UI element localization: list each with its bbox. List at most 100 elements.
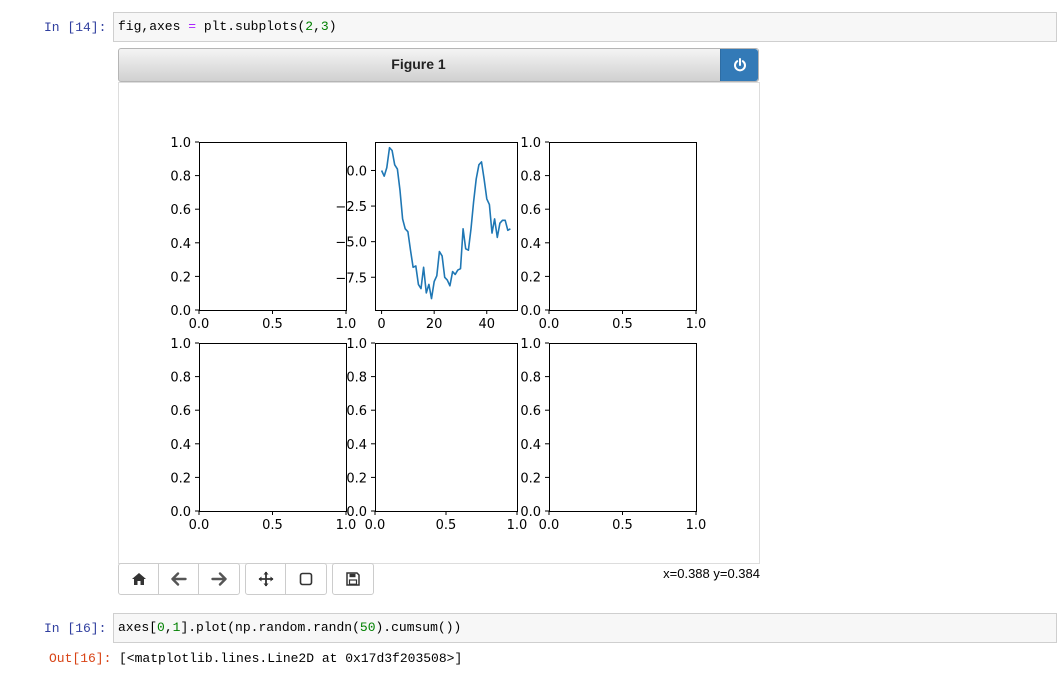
x-tick-label: 1.0 — [686, 317, 707, 332]
y-tick-label: 0.4 — [520, 438, 541, 453]
code-token: plt.subplots( — [196, 19, 306, 34]
x-tick-label: 1.0 — [507, 518, 528, 533]
y-tick-label: 1.0 — [520, 136, 541, 151]
axes-frame — [549, 142, 697, 311]
x-tick-label: 0.5 — [612, 317, 633, 332]
code-token: axes[ — [118, 620, 158, 635]
toolbar-nav-group — [118, 563, 240, 595]
y-tick-label: 0.2 — [170, 270, 191, 285]
y-tick-label: 0.6 — [346, 404, 367, 419]
y-tick-label: 1.0 — [520, 337, 541, 352]
code-token: = — [188, 19, 197, 34]
toolbar-tools-group — [245, 563, 327, 595]
figure-header: Figure 1 — [118, 48, 759, 82]
code-line: fig,axes = plt.subplots(2,3) — [118, 19, 337, 34]
cell-prompt-in16: In [16]: — [44, 621, 107, 636]
code-token: 50 — [359, 620, 376, 635]
y-tick-label: 1.0 — [170, 136, 191, 151]
close-figure-button[interactable] — [720, 49, 758, 81]
y-tick-label: 0.4 — [346, 438, 367, 453]
home-button[interactable] — [119, 564, 159, 594]
axes-frame — [199, 343, 347, 512]
x-tick-label: 1.0 — [686, 518, 707, 533]
home-icon — [131, 573, 146, 585]
x-tick-label: 1.0 — [336, 317, 357, 332]
pan-button[interactable] — [246, 564, 286, 594]
x-tick-label: 20 — [426, 317, 443, 332]
y-tick-label: 0.0 — [346, 505, 367, 520]
cell-prompt-in14: In [14]: — [44, 20, 107, 35]
y-tick-label: 0.0 — [520, 505, 541, 520]
zoom-rect-button[interactable] — [286, 564, 326, 594]
x-tick-label: 0.0 — [189, 317, 210, 332]
y-tick-label: 1.0 — [170, 337, 191, 352]
code-token: , — [313, 19, 321, 34]
x-tick-label: 0.5 — [436, 518, 457, 533]
power-icon — [733, 58, 746, 72]
y-tick-label: 0.2 — [520, 270, 541, 285]
code-cell-in16[interactable]: axes[0,1].plot(np.random.randn(50).cumsu… — [113, 613, 1057, 643]
y-tick-label: 0.0 — [170, 505, 191, 520]
save-icon — [346, 572, 360, 586]
x-tick-label: 0.5 — [262, 317, 283, 332]
axes-frame — [375, 343, 518, 512]
y-tick-label: 0.6 — [170, 404, 191, 419]
code-token: 2 — [305, 19, 314, 34]
x-tick-label: 0.0 — [189, 518, 210, 533]
x-tick-label: 0 — [377, 317, 385, 332]
y-tick-label: 0.8 — [520, 170, 541, 185]
x-tick-label: 0.0 — [365, 518, 386, 533]
y-tick-label: 0.2 — [346, 471, 367, 486]
code-token: fig,axes — [118, 19, 189, 34]
x-tick-label: 0.5 — [612, 518, 633, 533]
code-line: axes[0,1].plot(np.random.randn(50).cumsu… — [118, 620, 461, 635]
forward-button[interactable] — [199, 564, 239, 594]
y-tick-label: 0.2 — [170, 471, 191, 486]
y-tick-label: 0.4 — [170, 237, 191, 252]
y-tick-label: 0.0 — [170, 304, 191, 319]
code-token: 0 — [157, 620, 165, 635]
back-arrow-icon — [170, 572, 187, 586]
code-token: ).cumsum()) — [375, 620, 462, 635]
code-token: 1 — [172, 620, 181, 635]
figure-title: Figure 1 — [391, 56, 446, 72]
y-tick-label: 0.2 — [520, 471, 541, 486]
y-tick-label: 0.8 — [170, 371, 191, 386]
forward-arrow-icon — [211, 572, 227, 586]
line-series — [380, 146, 511, 300]
y-tick-label: 0.4 — [520, 237, 541, 252]
y-tick-label: 0.8 — [170, 170, 191, 185]
y-tick-label: −5.0 — [335, 236, 367, 251]
y-tick-label: 1.0 — [346, 337, 367, 352]
zoom-rect-icon — [299, 572, 313, 586]
cell-output-text: [<matplotlib.lines.Line2D at 0x17d3f2035… — [119, 651, 463, 666]
back-button[interactable] — [159, 564, 199, 594]
y-tick-label: 0.6 — [170, 203, 191, 218]
pan-move-icon — [258, 571, 273, 587]
figure-canvas[interactable]: 0.0 0.5 1.0 0.0 0.2 0.4 0.6 0.8 1.0 0 20 40 0.0 −2.5−… — [118, 82, 760, 564]
x-tick-label: 0.0 — [539, 518, 560, 533]
y-tick-label: −2.5 — [335, 200, 367, 215]
code-cell-in14[interactable]: fig,axes = plt.subplots(2,3) — [113, 12, 1057, 42]
x-tick-label: 0.0 — [539, 317, 560, 332]
cursor-coordinates: x=0.388 y=0.384 — [663, 566, 760, 581]
y-tick-label: 0.0 — [520, 304, 541, 319]
y-tick-label: 0.8 — [346, 371, 367, 386]
save-figure-button[interactable] — [333, 564, 373, 594]
axes-frame — [199, 142, 347, 311]
y-tick-label: 0.6 — [520, 203, 541, 218]
y-tick-label: 0.8 — [520, 371, 541, 386]
y-tick-label: 0.6 — [520, 404, 541, 419]
x-tick-label: 0.5 — [262, 518, 283, 533]
y-tick-label: 0.0 — [346, 164, 367, 179]
code-token: , — [164, 620, 173, 635]
x-tick-label: 40 — [478, 317, 495, 332]
code-token: 3 — [320, 19, 329, 34]
x-tick-label: 1.0 — [336, 518, 357, 533]
code-token: ].plot(np.random.randn( — [180, 620, 360, 635]
y-tick-label: 0.4 — [170, 438, 191, 453]
subplots-figure: 0.0 0.5 1.00.00.20.40.60.81.00 20 400.0−2.5−… — [170, 136, 707, 533]
y-tick-label: −7.5 — [335, 271, 367, 286]
output-prompt-out16: Out[16]: — [49, 651, 112, 666]
toolbar-save-group — [332, 563, 374, 595]
